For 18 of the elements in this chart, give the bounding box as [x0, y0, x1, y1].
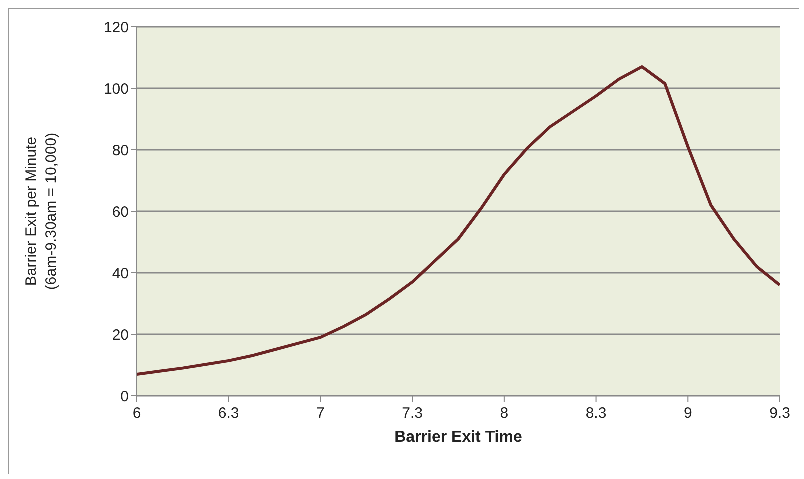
x-tick-label: 7.3: [402, 405, 423, 422]
x-tick-label: 8.3: [586, 405, 607, 422]
x-tick-label: 9.3: [770, 405, 790, 422]
x-axis-title: Barrier Exit Time: [394, 429, 522, 446]
x-tick-label: 6: [132, 405, 142, 422]
y-axis-title: Barrier Exit per Minute (6am-9.30am = 10,000): [23, 132, 60, 290]
y-tick-label: 80: [112, 142, 129, 160]
y-tick-label: 100: [104, 80, 129, 98]
y-tick-label: 0: [120, 388, 129, 406]
y-tick-label: 40: [112, 265, 129, 282]
y-tick-label: 120: [104, 19, 129, 36]
x-tick-label: 7: [316, 405, 325, 422]
line-series: [137, 65, 780, 376]
x-tick-label: 6.3: [218, 405, 240, 422]
y-tick-label: 20: [112, 326, 129, 344]
y-tick-label: 60: [112, 204, 129, 221]
x-tick-label: 9: [684, 405, 692, 422]
x-tick-label: 8: [500, 405, 509, 422]
